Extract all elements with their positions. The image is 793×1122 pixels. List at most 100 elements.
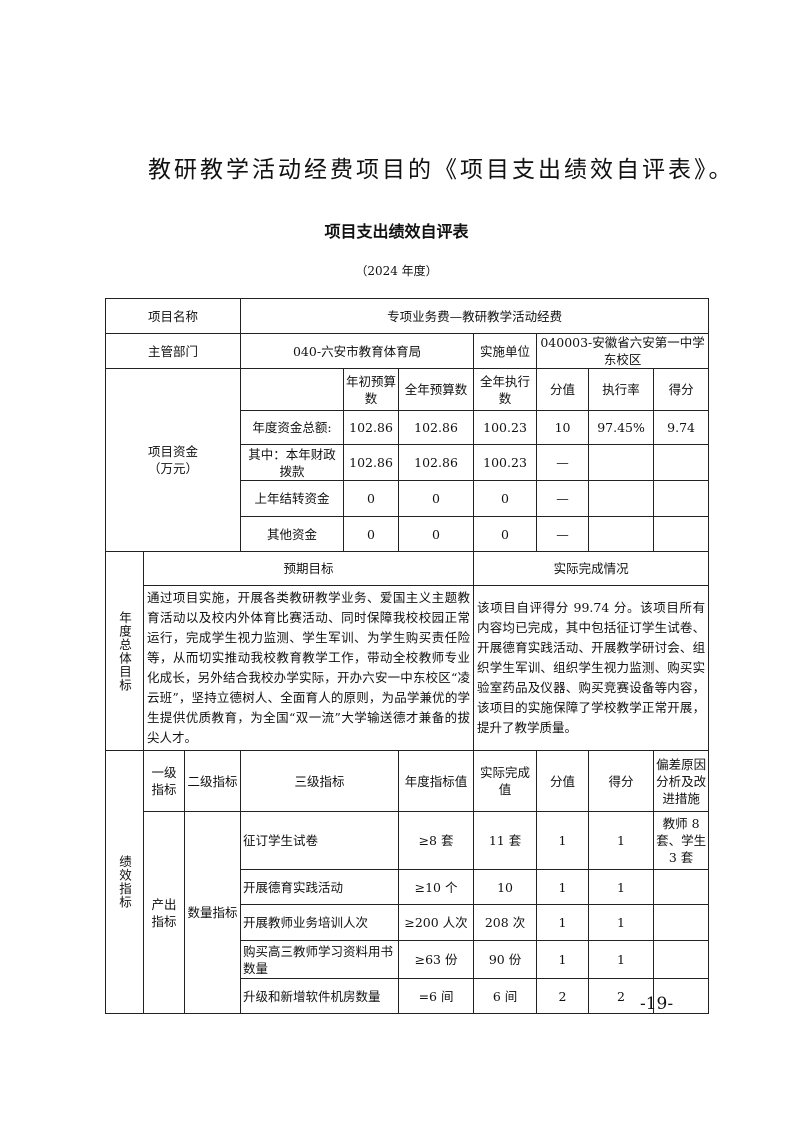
- indicator-cell: 1: [536, 869, 590, 905]
- funds-cell: 其中：本年财政拨款: [240, 444, 345, 481]
- funds-cell: 9.74: [653, 410, 710, 445]
- indicator-header: 分值: [536, 750, 590, 812]
- goals-header-row: 年度总体目标 预期目标 实际完成情况: [105, 551, 710, 751]
- dept-value: 040-六安市教育体育局: [240, 333, 475, 369]
- indicator-cell: 征订学生试卷: [240, 811, 400, 870]
- indicator-header: 得分: [588, 750, 655, 812]
- indicator-cell: 6 间: [473, 978, 538, 1014]
- funds-cell: [653, 444, 710, 481]
- indicator-cell: 1: [588, 940, 655, 979]
- dept-row: 主管部门 040-六安市教育体育局 实施单位 040003-安徽省六安第一中学东…: [104, 333, 710, 369]
- funds-cell: 0: [473, 516, 538, 552]
- indicator-header: 年度指标值: [398, 750, 475, 812]
- funds-header: 全年预算数: [398, 368, 475, 411]
- funds-cell: 100.23: [473, 444, 538, 481]
- funds-cell: 97.45%: [588, 410, 655, 445]
- indicator-cell: 10: [473, 869, 538, 905]
- page-number: -19-: [640, 994, 674, 1014]
- funds-cell: 0: [398, 516, 475, 552]
- indicator-cell: 208 次: [473, 904, 538, 941]
- expected-goal: 通过项目实施，开展各类教研教学业务、爱国主义主题教育活动以及校内外体育比赛活动、…: [142, 585, 475, 751]
- indicator-cell: ≥10 个: [398, 869, 475, 905]
- indicator-cell: 1: [588, 869, 655, 905]
- funds-header: 全年执行数: [473, 368, 538, 411]
- funds-cell: 0: [398, 480, 475, 517]
- indicator-row: 产出指标 数量指标 征订学生试卷 ≥8 套 11 套 1 1 教师 8 套、学生…: [106, 811, 710, 1014]
- unit-value: 040003-安徽省六安第一中学东校区: [536, 333, 710, 369]
- level2-indicator: 数量指标: [183, 811, 242, 1014]
- indicator-header-row: 绩效指标 一级指标 二级指标 三级指标 年度指标值 实际完成值 分值 得分 偏差…: [105, 750, 710, 1014]
- funds-cell: 上年结转资金: [240, 480, 345, 517]
- goals-label: 年度总体目标: [117, 610, 132, 692]
- expected-label: 预期目标: [142, 551, 475, 586]
- indicator-cell: 2: [536, 978, 590, 1014]
- indicators-label-cell: 绩效指标: [105, 750, 144, 1014]
- funds-cell: 0: [473, 480, 538, 517]
- indicator-header: 实际完成值: [473, 750, 538, 812]
- indicator-row: 开展德育实践活动 ≥10 个 10 1 1: [106, 869, 710, 905]
- unit-label: 实施单位: [473, 333, 538, 369]
- funds-cell: 10: [536, 410, 590, 445]
- goals-row: 通过项目实施，开展各类教研教学业务、爱国主义主题教育活动以及校内外体育比赛活动、…: [106, 585, 710, 751]
- funds-cell: 100.23: [473, 410, 538, 445]
- indicator-cell: [653, 869, 710, 905]
- intro-text: 教研教学活动经费项目的《项目支出绩效自评表》。: [148, 157, 735, 183]
- funds-cell: 102.86: [343, 444, 400, 481]
- project-name-label: 项目名称: [104, 298, 242, 334]
- indicator-cell: =6 间: [398, 978, 475, 1014]
- project-name: 专项业务费—教研教学活动经费: [240, 298, 710, 334]
- funds-label: 项目资金（万元）: [104, 368, 242, 552]
- indicator-cell: 升级和新增软件机房数量: [240, 978, 400, 1014]
- funds-cell: 0: [343, 516, 400, 552]
- indicator-row: 开展教师业务培训人次 ≥200 人次 208 次 1 1: [106, 904, 710, 941]
- indicator-cell: 1: [588, 811, 655, 870]
- indicator-cell: [653, 904, 710, 941]
- indicator-cell: ≥200 人次: [398, 904, 475, 941]
- indicator-header: 偏差原因分析及改进措施: [653, 750, 710, 812]
- funds-cell: 102.86: [398, 444, 475, 481]
- funds-header-row: 项目资金（万元） 年初预算数 全年预算数 全年执行数 分值 执行率 得分: [104, 368, 710, 552]
- funds-cell: —: [536, 444, 590, 481]
- indicator-cell: [653, 940, 710, 979]
- funds-cell: 年度资金总额:: [240, 410, 345, 445]
- funds-header: 得分: [653, 368, 710, 411]
- funds-row: 年度资金总额: 102.86 102.86 100.23 10 97.45% 9…: [106, 410, 710, 445]
- indicator-header: 一级指标: [143, 750, 185, 812]
- indicator-cell: 1: [536, 811, 590, 870]
- indicator-cell: 90 份: [473, 940, 538, 979]
- actual-label: 实际完成情况: [473, 551, 710, 586]
- indicators-label: 绩效指标: [117, 855, 132, 909]
- indicator-cell: 1: [588, 904, 655, 941]
- goals-label-cell: 年度总体目标: [105, 551, 144, 751]
- funds-cell: 其他资金: [240, 516, 345, 552]
- funds-cell: [653, 516, 710, 552]
- funds-cell: —: [536, 480, 590, 517]
- funds-header: 年初预算数: [343, 368, 400, 411]
- indicator-cell: 11 套: [473, 811, 538, 870]
- funds-cell: [588, 516, 655, 552]
- funds-cell: [588, 480, 655, 517]
- project-name-row: 项目名称 专项业务费—教研教学活动经费: [104, 298, 710, 334]
- indicator-cell: 2: [588, 978, 655, 1014]
- indicator-header: 三级指标: [240, 750, 400, 812]
- indicator-row: 购买高三教师学习资料用书数量 ≥63 份 90 份 1 1: [106, 940, 710, 979]
- funds-cell: 0: [343, 480, 400, 517]
- performance-table: 项目名称 专项业务费—教研教学活动经费 主管部门 040-六安市教育体育局 实施…: [104, 298, 710, 1014]
- funds-cell: [588, 444, 655, 481]
- funds-header: 分值: [536, 368, 590, 411]
- indicator-header: 二级指标: [183, 750, 242, 812]
- table-title: 项目支出绩效自评表: [324, 222, 469, 241]
- funds-cell: 102.86: [398, 410, 475, 445]
- indicator-cell: 1: [536, 904, 590, 941]
- funds-header: [240, 368, 345, 411]
- indicator-cell: 开展德育实践活动: [240, 869, 400, 905]
- funds-header: 执行率: [588, 368, 655, 411]
- indicator-cell: ≥8 套: [398, 811, 475, 870]
- indicator-row: 升级和新增软件机房数量 =6 间 6 间 2 2: [106, 978, 710, 1014]
- funds-cell: [653, 480, 710, 517]
- indicator-cell: 购买高三教师学习资料用书数量: [240, 940, 400, 979]
- dept-label: 主管部门: [104, 333, 242, 369]
- indicator-cell: 开展教师业务培训人次: [240, 904, 400, 941]
- actual-result: 该项目自评得分 99.74 分。该项目所有内容均已完成，其中包括征订学生试卷、开…: [473, 585, 710, 751]
- table-year: （2024 年度）: [355, 264, 438, 278]
